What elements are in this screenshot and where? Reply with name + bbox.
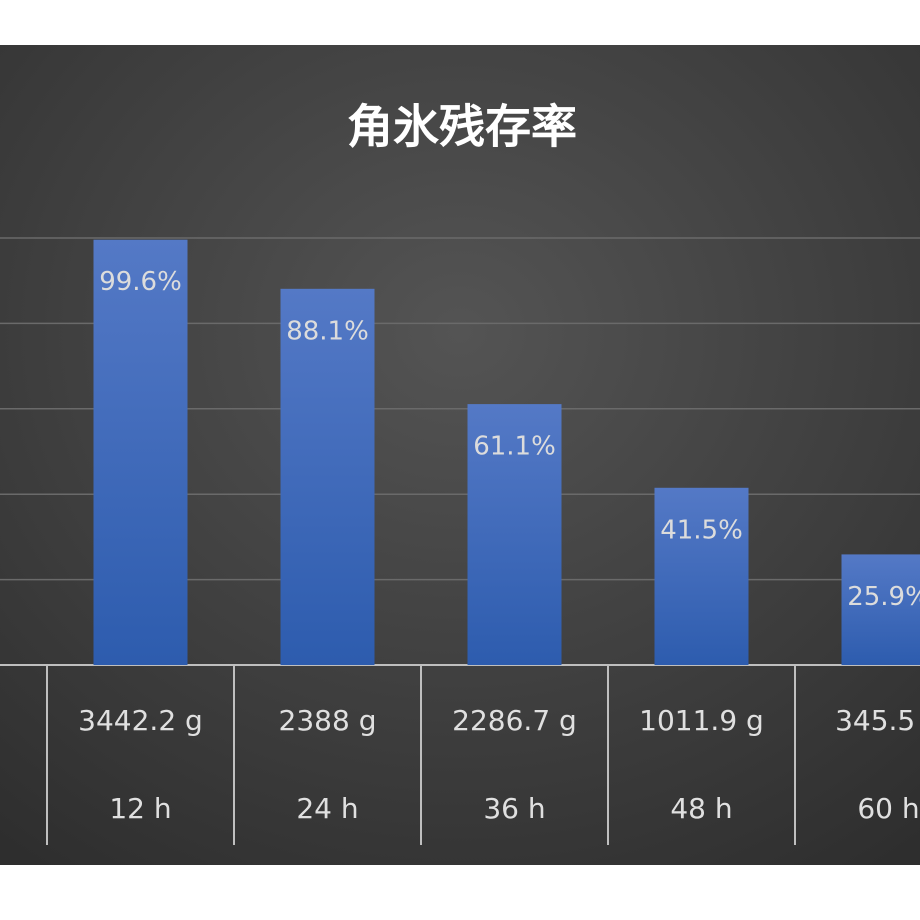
chart-title: 角氷残存率: [347, 100, 577, 154]
bar: [280, 288, 375, 665]
x-tick-label: 60 h: [857, 792, 919, 825]
weight-label: 3442.2 g: [78, 704, 203, 737]
bar: [93, 239, 188, 665]
weight-label: 2286.7 g: [452, 704, 577, 737]
data-label: 41.5%: [660, 515, 743, 545]
weight-label: 345.5 g: [835, 704, 920, 737]
x-tick-label: 36 h: [483, 792, 545, 825]
weight-label: 2388 g: [279, 704, 377, 737]
x-tick-label: 12 h: [109, 792, 171, 825]
bar: [654, 487, 749, 665]
data-label: 99.6%: [99, 267, 182, 297]
data-label: 88.1%: [286, 316, 369, 346]
data-label: 25.9%: [847, 582, 920, 612]
bar: [841, 554, 920, 665]
weight-label: 1011.9 g: [639, 704, 764, 737]
bar: [467, 404, 562, 665]
x-tick-label: 24 h: [296, 792, 358, 825]
data-label: 61.1%: [473, 432, 556, 462]
x-tick-label: 48 h: [670, 792, 732, 825]
